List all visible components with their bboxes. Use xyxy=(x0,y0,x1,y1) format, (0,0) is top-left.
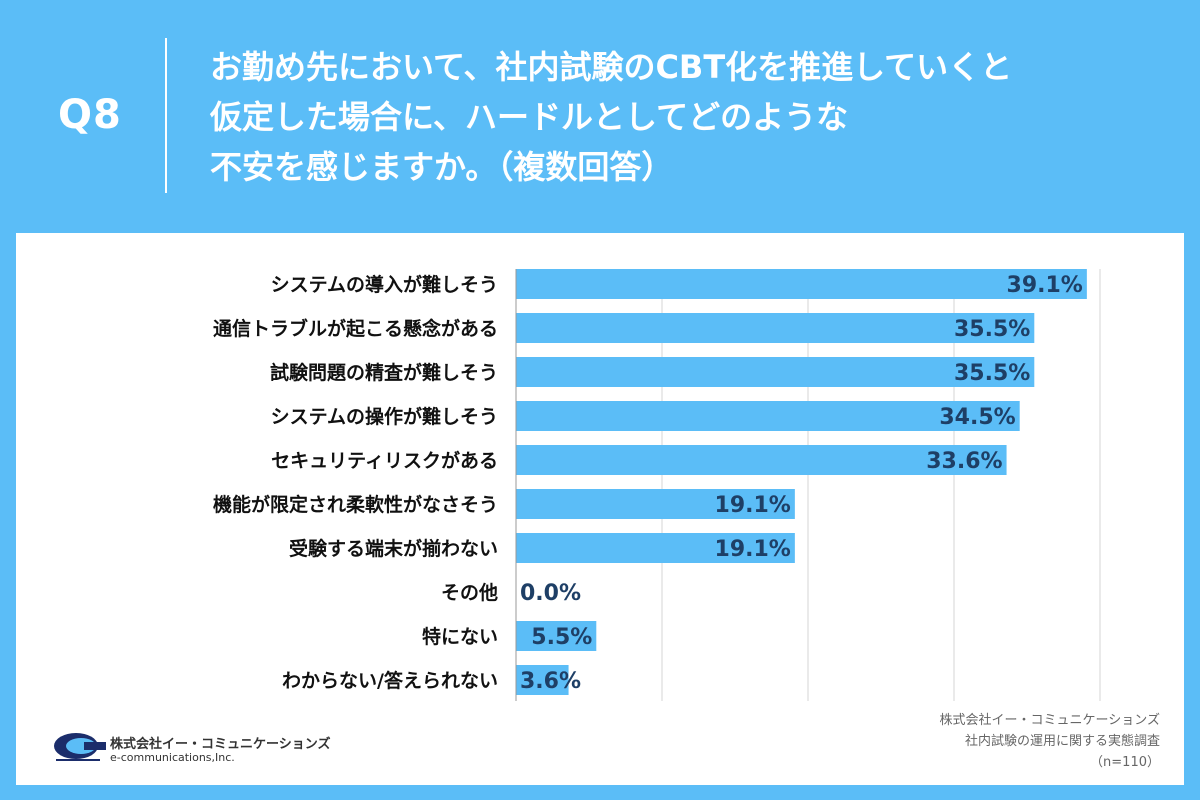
category-label: 受験する端末が揃わない xyxy=(289,537,498,560)
question-line-1: お勤め先において、社内試験のCBT化を推進していくと xyxy=(210,48,1013,86)
value-label: 35.5% xyxy=(954,317,1030,342)
value-label: 35.5% xyxy=(954,361,1030,386)
bar xyxy=(516,401,1020,431)
category-label: わからない/答えられない xyxy=(282,669,498,692)
value-label: 39.1% xyxy=(1007,273,1083,298)
value-label: 34.5% xyxy=(939,405,1015,430)
category-label: システムの操作が難しそう xyxy=(271,405,498,428)
logo-company-name-en: e-communications,Inc. xyxy=(110,751,235,764)
logo-company-name-jp: 株式会社イー・コミュニケーションズ xyxy=(110,737,331,752)
category-label: システムの導入が難しそう xyxy=(271,273,498,296)
bar xyxy=(516,533,795,563)
bar xyxy=(516,357,1035,387)
chart-panel: システムの導入が難しそう 39.1% 通信トラブルが起こる懸念がある 35.5% 試験問… xyxy=(16,233,1184,785)
source-note: 株式会社イー・コミュニケーションズ 社内試験の運用に関する実態調査 （n=110… xyxy=(940,710,1160,773)
value-label: 19.1% xyxy=(715,493,791,518)
value-label: 3.6% xyxy=(520,669,581,694)
value-label: 0.0% xyxy=(520,581,581,606)
question-line-3: 不安を感じますか。（複数回答） xyxy=(210,148,674,186)
bar xyxy=(516,269,1087,299)
source-company: 株式会社イー・コミュニケーションズ xyxy=(939,713,1160,728)
question-line-2: 仮定した場合に、ハードルとしてどのような xyxy=(210,98,849,136)
category-label: その他 xyxy=(441,581,498,604)
company-logo-icon xyxy=(54,733,106,761)
question-text: お勤め先において、社内試験のCBT化を推進していくと 仮定した場合に、ハードルと… xyxy=(210,42,1170,192)
value-label: 5.5% xyxy=(531,625,592,650)
question-number: Q8 xyxy=(58,92,122,138)
bar xyxy=(516,621,597,651)
value-label: 19.1% xyxy=(715,537,791,562)
source-survey: 社内試験の運用に関する実態調査 xyxy=(964,734,1160,749)
category-label: 試験問題の精査が難しそう xyxy=(270,361,498,384)
category-label: セキュリティリスクがある xyxy=(271,449,498,472)
bar xyxy=(516,489,795,519)
source-sample-size: （n=110） xyxy=(1090,755,1160,770)
value-label: 33.6% xyxy=(926,449,1002,474)
bar xyxy=(516,313,1035,343)
bar-chart: システムの導入が難しそう 39.1% 通信トラブルが起こる懸念がある 35.5% 試験問… xyxy=(213,269,1101,701)
header-divider xyxy=(165,38,167,193)
category-label: 機能が限定され柔軟性がなさそう xyxy=(213,493,498,516)
bar xyxy=(516,445,1007,475)
category-label: 通信トラブルが起こる懸念がある xyxy=(213,317,498,340)
bar xyxy=(516,665,569,695)
category-label: 特にない xyxy=(422,626,498,648)
